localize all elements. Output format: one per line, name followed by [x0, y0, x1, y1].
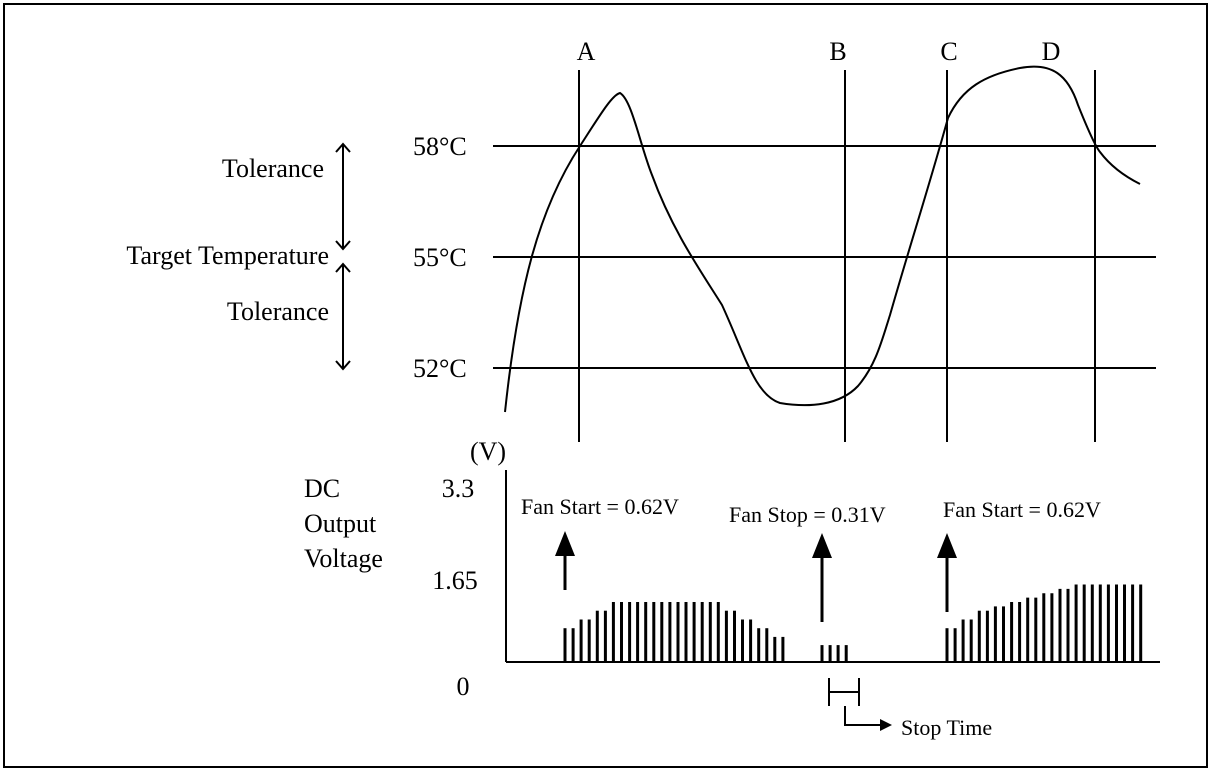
voltage-tick-1-65: 1.65: [432, 566, 478, 595]
level-label-58: 58°C: [413, 132, 467, 161]
upper-tolerance-label: Tolerance: [222, 154, 324, 183]
lower-tolerance-label: Tolerance: [227, 297, 329, 326]
voltage-unit-label: (V): [470, 437, 506, 466]
pwm-pulses: [563, 584, 1143, 662]
event-label-c: C: [940, 37, 957, 66]
voltage-axis-title-output: Output: [304, 509, 377, 538]
voltage-axis-title-voltage: Voltage: [304, 544, 383, 573]
stop-time-label: Stop Time: [901, 715, 992, 740]
fan-start-label-2: Fan Start = 0.62V: [943, 497, 1101, 522]
voltage-axis-title-dc: DC: [304, 474, 340, 503]
fan-stop-label: Fan Stop = 0.31V: [729, 502, 886, 527]
diagram-frame: [3, 3, 1208, 768]
event-label-d: D: [1042, 37, 1061, 66]
temperature-curve: [504, 65, 1141, 413]
event-label-a: A: [577, 37, 596, 66]
fan-stop-arrow: [812, 533, 832, 622]
level-label-55: 55°C: [413, 243, 467, 272]
voltage-tick-0: 0: [457, 672, 470, 701]
lower-tolerance-arrow: [335, 262, 351, 371]
target-temperature-label: Target Temperature: [126, 241, 329, 270]
fan-start-arrow-2: [937, 533, 957, 612]
voltage-tick-3-3: 3.3: [442, 474, 475, 503]
upper-tolerance-arrow: [335, 142, 351, 251]
stop-time-bracket: [828, 678, 892, 731]
event-label-b: B: [829, 37, 846, 66]
fan-start-label-1: Fan Start = 0.62V: [521, 494, 679, 519]
level-label-52: 52°C: [413, 354, 467, 383]
fan-start-arrow-1: [555, 531, 575, 590]
